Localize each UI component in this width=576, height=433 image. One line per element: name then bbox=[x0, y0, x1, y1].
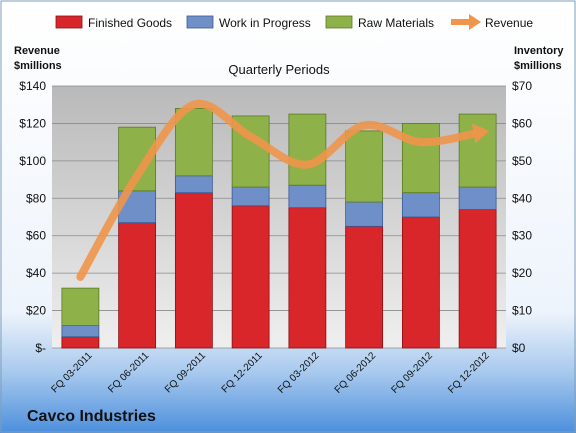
legend-item-revenue: Revenue bbox=[451, 14, 533, 30]
legend-item-raw-materials: Raw Materials bbox=[325, 15, 434, 30]
bar-finished-goods bbox=[61, 336, 100, 349]
right-tick-label: $70 bbox=[512, 79, 532, 93]
left-axis-ticks: $- $20 $40 $60 $80 $100 $120 $140 bbox=[19, 79, 46, 355]
bar-raw-materials bbox=[401, 123, 440, 194]
left-tick-label: $100 bbox=[19, 154, 46, 168]
left-tick-label: $40 bbox=[26, 266, 46, 280]
bar-work-in-progress bbox=[345, 201, 384, 227]
legend: Finished Goods Work in Progress Raw Mate… bbox=[55, 14, 533, 30]
bar-raw-materials bbox=[61, 287, 100, 326]
left-tick-label: $20 bbox=[26, 304, 46, 318]
bar-work-in-progress bbox=[118, 190, 157, 224]
left-tick-label: $140 bbox=[19, 79, 46, 93]
bar-finished-goods bbox=[401, 216, 440, 349]
bar-work-in-progress bbox=[458, 186, 497, 210]
right-axis-label-line2: $millions bbox=[514, 60, 562, 72]
bar-work-in-progress bbox=[288, 184, 327, 209]
legend-arrow-revenue bbox=[469, 14, 481, 30]
revenue-line-layer bbox=[76, 99, 490, 281]
left-axis-label-line1: Revenue bbox=[14, 45, 60, 57]
chart-subtitle: Quarterly Periods bbox=[228, 62, 330, 77]
bar-raw-materials bbox=[174, 108, 213, 177]
legend-swatch-finished-goods bbox=[55, 15, 83, 29]
bar-raw-materials bbox=[345, 130, 384, 203]
revenue-arrowhead bbox=[472, 123, 490, 144]
revenue-line bbox=[76, 99, 482, 281]
legend-label-revenue: Revenue bbox=[485, 16, 533, 30]
right-tick-label: $50 bbox=[512, 154, 532, 168]
bar-finished-goods bbox=[118, 222, 157, 349]
left-tick-label: $- bbox=[35, 341, 46, 355]
left-tick-label: $120 bbox=[19, 116, 46, 130]
legend-label-finished-goods: Finished Goods bbox=[88, 16, 172, 30]
legend-label-work-in-progress: Work in Progress bbox=[219, 16, 311, 30]
bar-work-in-progress bbox=[401, 192, 440, 218]
bar-finished-goods bbox=[345, 225, 384, 349]
bar-finished-goods bbox=[231, 205, 270, 349]
right-tick-label: $30 bbox=[512, 229, 532, 243]
right-tick-label: $20 bbox=[512, 266, 532, 280]
bar-work-in-progress bbox=[231, 186, 270, 207]
right-tick-label: $0 bbox=[512, 341, 526, 355]
legend-swatch-raw-materials bbox=[325, 15, 353, 29]
company-name: Cavco Industries bbox=[27, 408, 156, 425]
right-tick-label: $60 bbox=[512, 116, 532, 130]
bar-raw-materials bbox=[458, 113, 497, 188]
right-axis-label-line1: Inventory bbox=[514, 45, 564, 57]
left-tick-label: $60 bbox=[26, 229, 46, 243]
legend-item-work-in-progress: Work in Progress bbox=[186, 15, 311, 30]
legend-swatch-work-in-progress bbox=[186, 15, 214, 29]
legend-label-raw-materials: Raw Materials bbox=[358, 16, 434, 30]
bar-finished-goods bbox=[288, 207, 327, 349]
bar-finished-goods bbox=[174, 192, 213, 349]
legend-item-finished-goods: Finished Goods bbox=[55, 15, 172, 30]
left-axis-label-line2: $millions bbox=[14, 60, 62, 72]
bar-work-in-progress bbox=[174, 175, 213, 194]
bar-raw-materials bbox=[288, 113, 327, 186]
left-tick-label: $80 bbox=[26, 191, 46, 205]
right-axis-ticks: $0 $10 $20 $30 $40 $50 $60 $70 bbox=[512, 79, 532, 355]
bar-work-in-progress bbox=[61, 325, 100, 338]
right-tick-label: $40 bbox=[512, 191, 532, 205]
right-tick-label: $10 bbox=[512, 304, 532, 318]
bar-finished-goods bbox=[458, 209, 497, 349]
